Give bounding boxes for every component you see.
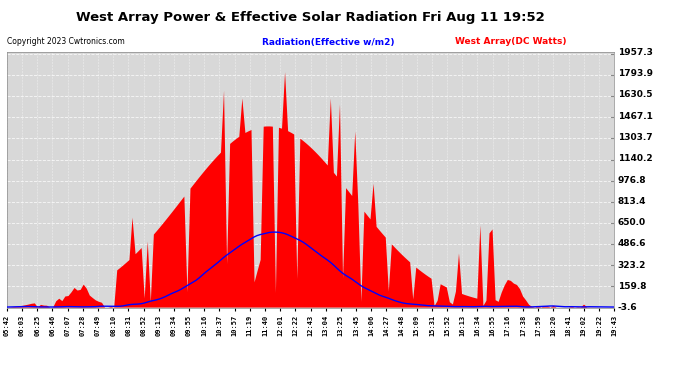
Text: 1957.3: 1957.3 [618,48,653,57]
Text: 1467.1: 1467.1 [618,112,653,121]
Text: 159.8: 159.8 [618,282,646,291]
Text: 1793.9: 1793.9 [618,69,653,78]
Text: Radiation(Effective w/m2): Radiation(Effective w/m2) [262,38,395,46]
Text: West Array(DC Watts): West Array(DC Watts) [455,38,567,46]
Text: 813.4: 813.4 [618,197,646,206]
Text: -3.6: -3.6 [618,303,637,312]
Text: 1140.2: 1140.2 [618,154,652,163]
Text: Copyright 2023 Cwtronics.com: Copyright 2023 Cwtronics.com [7,38,125,46]
Text: 976.8: 976.8 [618,176,646,184]
Text: 1303.7: 1303.7 [618,133,652,142]
Text: 486.6: 486.6 [618,239,646,248]
Text: 650.0: 650.0 [618,218,646,227]
Text: 323.2: 323.2 [618,261,646,270]
Text: 1630.5: 1630.5 [618,90,652,99]
Text: West Array Power & Effective Solar Radiation Fri Aug 11 19:52: West Array Power & Effective Solar Radia… [76,11,545,24]
